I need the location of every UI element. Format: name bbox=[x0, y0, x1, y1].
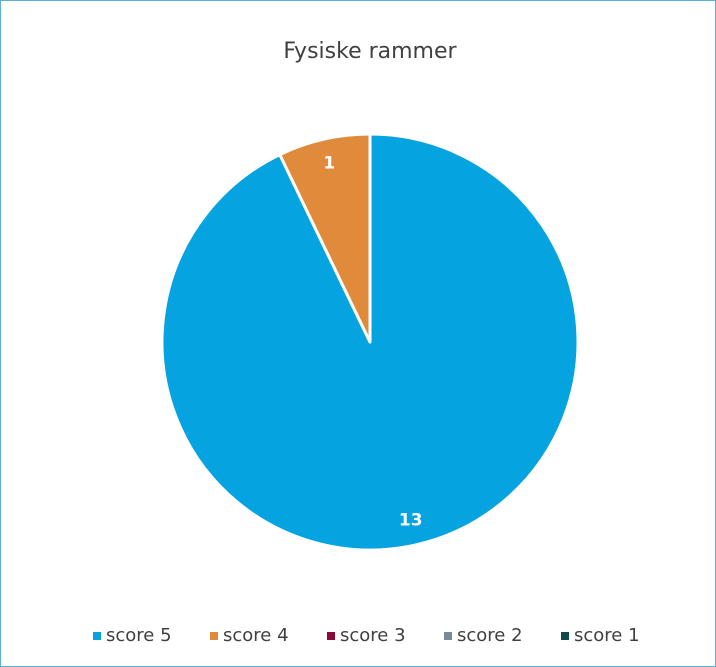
legend-label: score 1 bbox=[574, 625, 640, 646]
legend-label: score 5 bbox=[106, 625, 172, 646]
legend-swatch bbox=[210, 632, 218, 640]
legend-swatch bbox=[327, 632, 335, 640]
legend-label: score 4 bbox=[223, 625, 289, 646]
legend-swatch bbox=[444, 632, 452, 640]
legend-swatch bbox=[93, 632, 101, 640]
data-label: 1 bbox=[323, 154, 335, 174]
legend-label: score 3 bbox=[340, 625, 406, 646]
legend-swatch bbox=[561, 632, 569, 640]
chart-title: Fysiske rammer bbox=[283, 39, 457, 64]
data-label: 13 bbox=[399, 510, 423, 530]
legend-label: score 2 bbox=[457, 625, 523, 646]
pie-slice bbox=[278, 132, 372, 344]
